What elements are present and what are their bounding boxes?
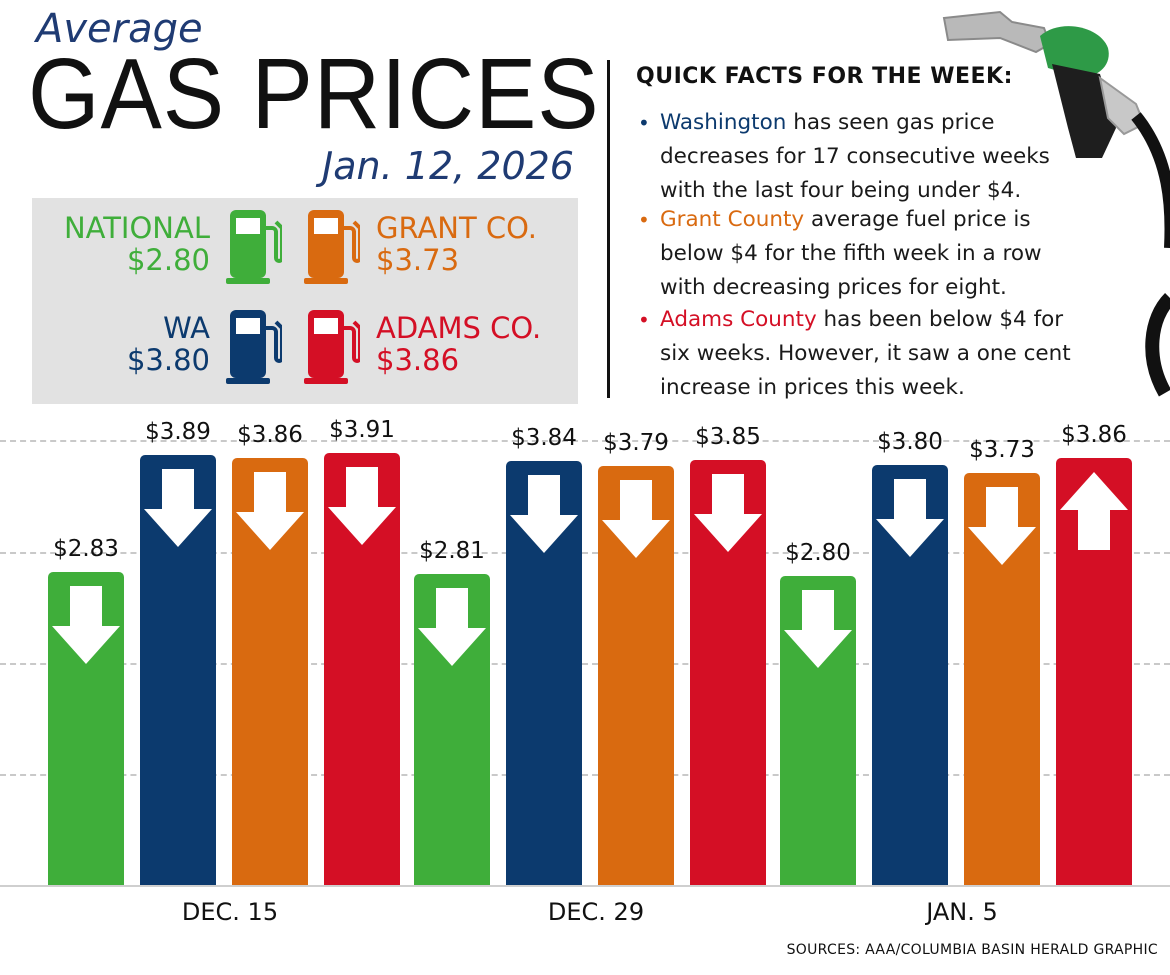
fact-text: average fuel price is xyxy=(804,207,1031,232)
x-tick-label: DEC. 15 xyxy=(181,898,279,926)
bar-adams-co xyxy=(1056,458,1132,885)
x-tick-label: JAN. 5 xyxy=(926,898,998,926)
data-label: $3.91 xyxy=(329,417,395,443)
up-arrow-icon xyxy=(1060,472,1128,550)
x-tick-label: DEC. 29 xyxy=(547,898,645,926)
grant-label: GRANT CO. xyxy=(376,211,538,245)
adams-summary: ADAMS CO. $3.86 xyxy=(376,312,541,376)
down-arrow-icon xyxy=(694,474,762,552)
fact-text: increase in prices this week. xyxy=(660,375,965,400)
fact-text: below $4 for the fifth week in a row xyxy=(660,241,1042,266)
down-arrow-icon xyxy=(144,469,212,547)
down-arrow-icon xyxy=(784,590,852,668)
adams-price: $3.86 xyxy=(376,343,460,377)
down-arrow-icon xyxy=(510,475,578,553)
down-arrow-icon xyxy=(236,472,304,550)
source-credit: SOURCES: AAA/COLUMBIA BASIN HERALD GRAPH… xyxy=(786,942,1158,958)
national-summary: NATIONAL $2.80 xyxy=(32,212,210,276)
page-title: GAS PRICES xyxy=(28,38,600,150)
data-label: $2.83 xyxy=(53,536,119,562)
down-arrow-icon xyxy=(968,487,1036,565)
fact-highlight: Adams County xyxy=(660,307,817,332)
grant-price: $3.73 xyxy=(376,243,460,277)
bar-wa xyxy=(140,455,216,885)
down-arrow-icon xyxy=(418,588,486,666)
fact-text: with the last four being under $4. xyxy=(660,178,1022,203)
facts-heading: QUICK FACTS FOR THE WEEK: xyxy=(636,64,1013,89)
bullet-icon: • xyxy=(638,111,650,135)
fact-text: has been below $4 for xyxy=(816,307,1064,332)
price-summary-box: NATIONAL $2.80 GRANT CO. $3.73 WA $3.80 … xyxy=(32,198,578,404)
bullet-icon: • xyxy=(638,308,650,332)
gas-pump-icon xyxy=(226,310,282,384)
page-date: Jan. 12, 2026 xyxy=(322,144,574,188)
fact-text: decreases for 17 consecutive weeks xyxy=(660,144,1050,169)
gridline xyxy=(0,774,1170,776)
bar-wa xyxy=(872,465,948,885)
wa-label: WA xyxy=(163,311,210,345)
gas-pump-nozzle-icon xyxy=(942,10,1170,397)
down-arrow-icon xyxy=(52,586,120,664)
data-label: $3.86 xyxy=(237,422,303,448)
gridline xyxy=(0,663,1170,665)
national-label: NATIONAL xyxy=(63,211,210,245)
title-kicker: Average xyxy=(36,6,203,52)
national-price: $2.80 xyxy=(126,243,210,277)
wa-summary: WA $3.80 xyxy=(32,312,210,376)
down-arrow-icon xyxy=(876,479,944,557)
fact-item-grant: • Grant County average fuel price is bel… xyxy=(638,203,1100,305)
gas-pump-icon xyxy=(304,310,360,384)
gridline xyxy=(0,440,1170,442)
data-label: $3.73 xyxy=(969,437,1035,463)
data-label: $3.80 xyxy=(877,429,943,455)
data-label: $3.89 xyxy=(145,419,211,445)
data-label: $3.79 xyxy=(603,430,669,456)
bar-wa xyxy=(506,461,582,885)
data-label: $3.85 xyxy=(695,424,761,450)
gas-pump-icon xyxy=(304,210,360,284)
chart-baseline xyxy=(0,885,1170,887)
data-label: $3.84 xyxy=(511,425,577,451)
fact-text: has seen gas price xyxy=(786,110,995,135)
down-arrow-icon xyxy=(328,467,396,545)
fact-text: with decreasing prices for eight. xyxy=(660,275,1007,300)
down-arrow-icon xyxy=(602,480,670,558)
bar-adams-co xyxy=(690,460,766,885)
fact-item-washington: • Washington has seen gas price decrease… xyxy=(638,106,1100,208)
fact-highlight: Washington xyxy=(660,110,787,135)
bar-national xyxy=(48,572,124,885)
bar-national xyxy=(414,574,490,885)
data-label: $2.80 xyxy=(785,540,851,566)
data-label: $3.86 xyxy=(1061,422,1127,448)
fact-highlight: Grant County xyxy=(660,207,805,232)
fact-item-adams: • Adams County has been below $4 for six… xyxy=(638,303,1100,405)
fact-text: six weeks. However, it saw a one cent xyxy=(660,341,1071,366)
adams-label: ADAMS CO. xyxy=(376,311,542,345)
bar-grant-co xyxy=(232,458,308,885)
vertical-divider xyxy=(607,60,610,398)
bar-national xyxy=(780,576,856,885)
wa-price: $3.80 xyxy=(126,343,210,377)
bar-grant-co xyxy=(964,473,1040,885)
bullet-icon: • xyxy=(638,208,650,232)
bar-grant-co xyxy=(598,466,674,885)
data-label: $2.81 xyxy=(419,538,485,564)
bar-adams-co xyxy=(324,453,400,885)
gas-pump-icon xyxy=(226,210,282,284)
gridline xyxy=(0,552,1170,554)
grant-summary: GRANT CO. $3.73 xyxy=(376,212,537,276)
